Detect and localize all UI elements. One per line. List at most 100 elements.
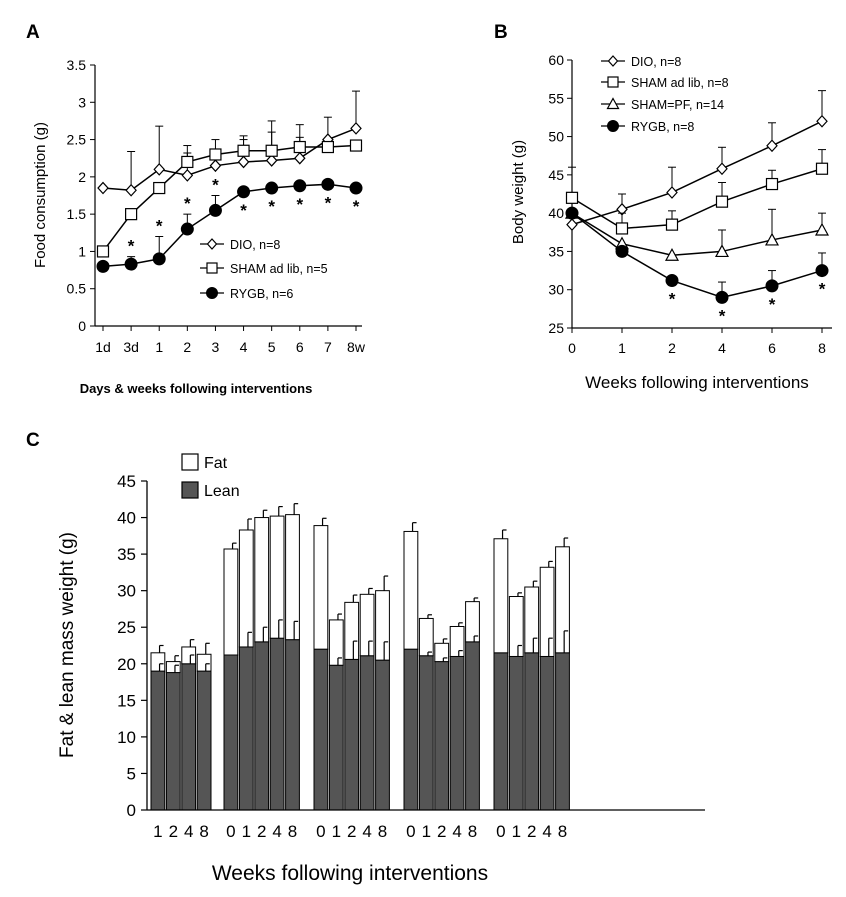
x-tick-label: 0 (496, 822, 505, 841)
x-tick-label: 4 (240, 339, 248, 355)
fat-bar (254, 517, 270, 643)
x-tick-label: 0 (568, 340, 576, 356)
y-tick-label: 35 (548, 243, 564, 259)
x-tick-label: 6 (768, 340, 776, 356)
significance-star: * (268, 197, 275, 216)
data-point (209, 159, 222, 173)
fat-bar (493, 538, 509, 654)
significance-star: * (769, 295, 776, 314)
x-tick-label: 6 (296, 339, 304, 355)
x-axis-label: Weeks following interventions (212, 862, 488, 885)
series-line (102, 183, 357, 268)
fat-bar (238, 529, 254, 648)
data-point (96, 259, 110, 273)
legend-label: DIO, n=8 (230, 238, 280, 252)
fat-bar (150, 652, 166, 672)
legend-label: SHAM=PF, n=14 (631, 98, 724, 112)
x-tick-label: 8 (468, 822, 477, 841)
y-tick-label: 0.5 (67, 281, 87, 297)
data-point (349, 181, 363, 195)
data-point (565, 206, 579, 220)
fat-bar (359, 593, 375, 657)
y-tick-label: 0 (127, 801, 136, 820)
fat-bar (375, 590, 390, 661)
x-tick-label: 0 (226, 822, 235, 841)
fat-bar (524, 586, 540, 654)
y-tick-label: 60 (548, 52, 564, 68)
x-tick-label: 4 (452, 822, 461, 841)
fat-bar (449, 625, 465, 657)
data-point (815, 264, 829, 278)
data-point (666, 186, 678, 199)
x-tick-label: 8 (558, 822, 567, 841)
fat-bar (555, 546, 570, 654)
y-tick-label: 20 (117, 655, 136, 674)
lean-bar (181, 663, 197, 811)
y-tick-label: 2 (78, 169, 86, 185)
data-point (180, 222, 194, 236)
data-point (124, 257, 138, 271)
lean-bar (493, 652, 509, 811)
legend-label: RYGB, n=6 (230, 287, 293, 301)
x-tick-label: 5 (268, 339, 276, 355)
y-tick-label: 45 (548, 167, 564, 183)
series-line (571, 212, 823, 299)
y-tick-label: 25 (117, 618, 136, 637)
data-point (96, 245, 110, 258)
fat-bar (508, 596, 524, 657)
legend-marker-0 (607, 55, 619, 67)
lean-bar (238, 646, 254, 811)
lean-bar (254, 641, 270, 811)
legend-marker-0 (206, 238, 218, 250)
lean-bar (403, 648, 419, 811)
data-point (181, 155, 194, 169)
data-point (715, 195, 729, 208)
x-tick-label: 1 (332, 822, 341, 841)
data-point (664, 248, 680, 261)
data-point (237, 155, 250, 169)
y-tick-label: 5 (127, 764, 136, 783)
y-tick-label: 35 (117, 545, 136, 564)
data-point (716, 162, 728, 176)
series-line (102, 144, 357, 252)
lean-bar (285, 639, 300, 811)
data-point (350, 121, 362, 135)
x-tick-label: 1 (422, 822, 431, 841)
legend-label: DIO, n=8 (631, 55, 681, 69)
lean-bar (508, 655, 524, 811)
y-tick-label: 30 (117, 582, 136, 601)
panel-a-label: A (26, 22, 40, 43)
x-tick-label: 7 (324, 339, 332, 355)
data-point (265, 144, 278, 157)
x-tick-label: 8 (199, 822, 208, 841)
y-tick-label: 30 (548, 282, 564, 298)
data-point (565, 191, 579, 204)
series-1 (96, 120, 363, 258)
fat-bar (313, 525, 329, 650)
x-tick-label: 8w (347, 339, 366, 355)
legend-swatch-fat (181, 453, 199, 471)
x-tick-label: 1d (95, 339, 111, 355)
x-tick-label: 0 (316, 822, 325, 841)
y-tick-label: 3.5 (67, 57, 87, 73)
legend-label-lean: Lean (204, 483, 240, 500)
lean-bar (418, 655, 434, 811)
legend-label: SHAM ad lib, n=5 (230, 262, 328, 276)
x-tick-label: 4 (184, 822, 193, 841)
x-tick-label: 4 (718, 340, 726, 356)
significance-star: * (184, 194, 191, 213)
data-point (764, 232, 780, 246)
y-tick-label: 40 (117, 509, 136, 528)
lean-bar (449, 655, 465, 811)
x-tick-label: 4 (362, 822, 371, 841)
y-tick-label: 40 (548, 205, 564, 221)
data-point (209, 148, 222, 161)
series-line (571, 212, 823, 257)
fat-bar (403, 530, 419, 650)
x-tick-label: 2 (437, 822, 446, 841)
data-point (237, 144, 250, 157)
fat-bar (165, 661, 181, 674)
series-0 (566, 90, 828, 232)
data-point (265, 154, 278, 167)
